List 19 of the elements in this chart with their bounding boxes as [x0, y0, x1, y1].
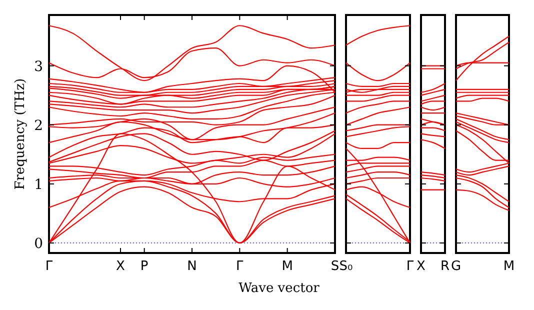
- x-tick-label: M: [282, 259, 293, 274]
- x-tick-label: R: [440, 259, 450, 274]
- x-tick-label: G: [450, 259, 462, 274]
- x-tick-label: S: [330, 259, 340, 274]
- x-axis-title: Wave vector: [238, 281, 320, 296]
- y-axis-title: Frequency (THz): [13, 78, 28, 190]
- y-tick-label: 0: [34, 236, 43, 252]
- y-tick-label: 2: [34, 118, 43, 134]
- x-tick-label: M: [503, 259, 515, 274]
- x-tick-label: X: [416, 259, 426, 274]
- y-tick-label: 1: [34, 176, 43, 193]
- x-tick-label: Γ: [45, 259, 54, 274]
- x-tick-label: N: [187, 259, 197, 274]
- x-tick-label: Γ: [236, 259, 244, 274]
- x-tick-label: X: [116, 259, 126, 274]
- x-tick-label: Γ: [406, 259, 414, 274]
- y-tick-label: 3: [34, 58, 43, 75]
- x-tick-label: S₀: [339, 259, 353, 274]
- x-tick-label: P: [140, 259, 148, 274]
